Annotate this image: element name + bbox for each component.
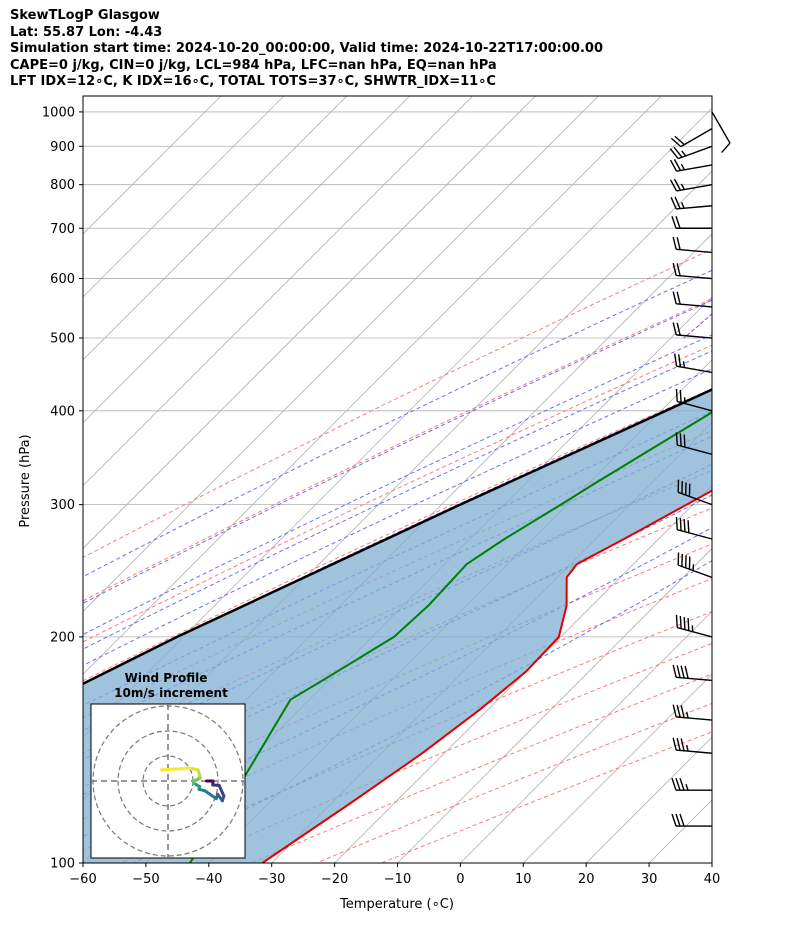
wind-barb [675, 432, 713, 456]
chart-header: SkewTLogP Glasgow Lat: 55.87 Lon: -4.43 … [10, 8, 603, 91]
isotherm-line [83, 96, 536, 550]
x-tick-label: −40 [195, 872, 222, 887]
parcel-profile-line [83, 388, 712, 686]
axis-layer: −60 −50 −40 −30 −20 −10 0 10 20 30 40 100 200 300 400 5… [42, 105, 720, 887]
wind-profile-inset: Wind Profile 10m/s increment [90, 671, 246, 859]
wind-barb [672, 737, 713, 754]
isotherm-line [83, 96, 410, 424]
y-tick-label: 100 [50, 857, 75, 872]
y-tick-label: 500 [50, 332, 75, 347]
y-tick-label: 400 [50, 404, 75, 419]
x-tick-label: 30 [641, 872, 658, 887]
moist-adiabat-line [83, 269, 712, 578]
isotherm-line [397, 547, 712, 863]
wind-barb [670, 196, 713, 210]
time-line: Simulation start time: 2024-10-20_00:00:… [10, 41, 603, 56]
y-tick-label: 300 [50, 498, 75, 513]
inset-title: Wind Profile [125, 671, 208, 685]
isotherm-line [83, 96, 599, 612]
isotherm-line [83, 96, 662, 675]
isotherm-line [460, 610, 712, 863]
mixing-ratio-line [683, 313, 712, 339]
y-tick-label: 700 [50, 222, 75, 237]
inset-ring [117, 730, 219, 832]
x-tick-label: −10 [384, 872, 411, 887]
x-tick-label: −30 [258, 872, 285, 887]
wind-barb [711, 111, 731, 154]
wind-barb [675, 388, 713, 412]
x-axis-label: Temperature (∘C) [339, 897, 454, 912]
y-tick-label: 1000 [42, 105, 75, 120]
dewpoint-profile-line [189, 411, 712, 863]
x-tick-label: −50 [132, 872, 159, 887]
x-tick-label: 0 [456, 872, 464, 887]
wind-barb [671, 216, 712, 229]
wind-barb [675, 614, 713, 638]
wind-barb [677, 479, 713, 506]
wind-barb [669, 178, 713, 192]
mixing-ratio-line [767, 96, 794, 338]
y-tick-label: 200 [50, 630, 75, 645]
y-tick-label: 800 [50, 178, 75, 193]
mixing-ratio-line [724, 96, 794, 338]
wind-barb [672, 664, 713, 682]
x-tick-label: −60 [69, 872, 96, 887]
wind-barb [669, 159, 713, 172]
chart-title: SkewTLogP Glasgow [10, 8, 160, 23]
x-tick-label: 40 [704, 872, 721, 887]
inset-wind-segment [160, 766, 192, 772]
indices-line-2: LFT IDX=12∘C, K IDX=16∘C, TOTAL TOTS=37∘… [10, 74, 496, 89]
inset-subtitle: 10m/s increment [114, 686, 228, 700]
isotherm-line [83, 96, 473, 487]
moist-adiabat-line [83, 350, 712, 650]
x-tick-label: 10 [515, 872, 532, 887]
wind-barb [673, 353, 713, 374]
wind-barb [672, 704, 713, 721]
wind-barb [675, 517, 713, 540]
y-axis-label: Pressure (hPa) [18, 434, 33, 527]
isotherm-line [711, 862, 712, 863]
x-tick-label: 20 [578, 872, 595, 887]
dry-adiabat-line [83, 507, 712, 788]
isotherm-line [83, 96, 222, 235]
indices-line-1: CAPE=0 j/kg, CIN=0 j/kg, LCL=984 hPa, LF… [10, 57, 497, 73]
isotherm-line [523, 673, 712, 863]
profile-layer [83, 388, 712, 863]
temperature-profile-line [261, 489, 712, 863]
moist-adiabat-line [83, 526, 712, 837]
dry-adiabat-line [83, 543, 712, 820]
wind-barb [670, 128, 713, 148]
y-tick-label: 900 [50, 140, 75, 155]
wind-barb [671, 777, 712, 791]
dry-adiabat-line [83, 344, 712, 643]
x-tick-label: −20 [321, 872, 348, 887]
isotherm-line [83, 96, 348, 361]
y-tick-label: 600 [50, 272, 75, 287]
inset-wind-segment [217, 783, 226, 798]
inset-wind-segment [203, 789, 218, 801]
wind-barb [677, 552, 713, 579]
wind-barb [672, 322, 713, 339]
isotherm-line [83, 96, 285, 298]
wind-barb [671, 813, 712, 827]
wind-barb [672, 291, 713, 308]
wind-barb [672, 236, 713, 254]
wind-barb [672, 262, 713, 280]
dry-adiabat-line [83, 248, 712, 559]
isotherm-line [334, 485, 712, 863]
wind-barb [669, 145, 713, 160]
wind-barb-layer [669, 111, 731, 827]
location-line: Lat: 55.87 Lon: -4.43 [10, 24, 163, 40]
